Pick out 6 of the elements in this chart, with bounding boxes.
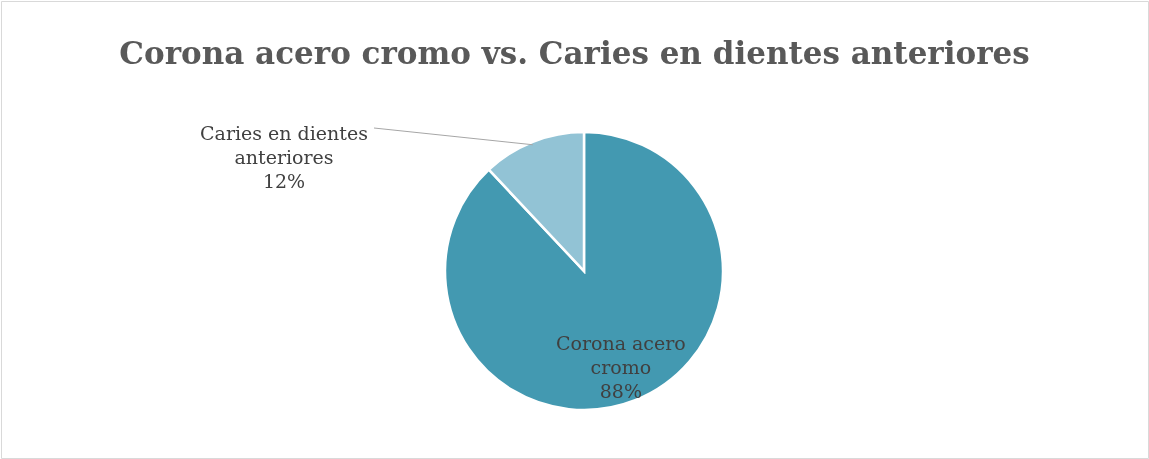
data-label: 88% (599, 380, 642, 403)
slice-label: Corona acero cromo (555, 332, 686, 379)
slice-label: Caries en dientes anteriores (200, 122, 368, 168)
chart-title: Corona acero cromo vs. Caries en dientes anteriores (119, 35, 1030, 71)
data-label: 12% (262, 170, 306, 192)
pie-slice (443, 130, 725, 412)
